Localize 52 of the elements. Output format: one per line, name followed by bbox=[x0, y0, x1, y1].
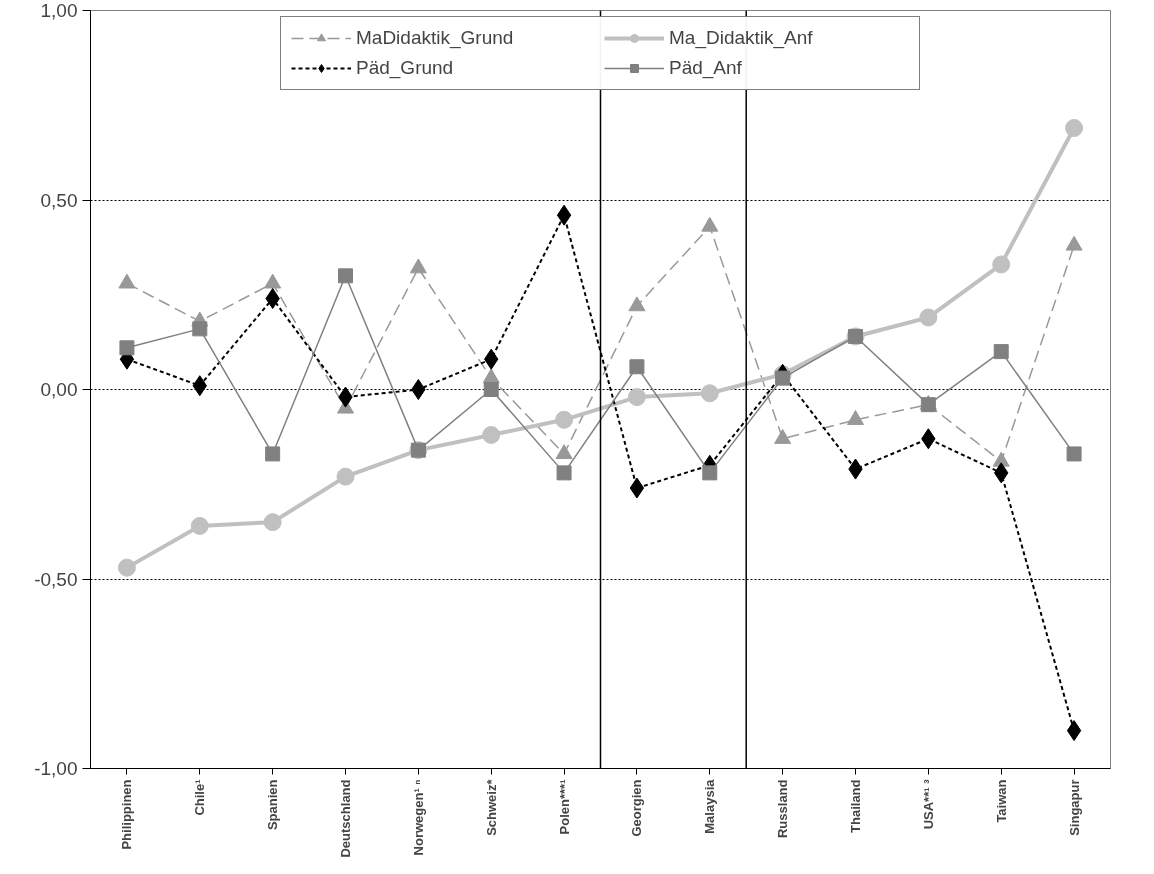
point bbox=[700, 384, 719, 403]
point bbox=[919, 308, 938, 327]
legend-label: MaDidaktik_Grund bbox=[356, 27, 515, 49]
y-tick-label: -0,50 bbox=[34, 568, 78, 590]
legend-label: Päd_Anf bbox=[669, 57, 743, 79]
point bbox=[629, 477, 645, 499]
y-tick-label: -1,00 bbox=[34, 758, 78, 779]
point bbox=[556, 204, 572, 226]
x-tick-label: Spanien bbox=[265, 779, 281, 831]
x-tick-label: Deutschland bbox=[338, 779, 353, 858]
x-tick-label: Chile¹ bbox=[192, 779, 208, 816]
point bbox=[190, 516, 209, 535]
y-tick-label: 0,50 bbox=[40, 189, 78, 211]
point bbox=[482, 426, 501, 444]
x-tick-label: Schweiz* bbox=[483, 778, 499, 836]
point bbox=[265, 446, 281, 462]
point bbox=[555, 444, 573, 460]
x-tick-label: Russland bbox=[775, 779, 791, 839]
point bbox=[483, 382, 499, 397]
point bbox=[338, 268, 353, 284]
legend-label: Ma_Didaktik_Anf bbox=[669, 27, 814, 49]
point bbox=[263, 513, 282, 532]
point bbox=[628, 296, 646, 312]
x-tick-label: USA**¹ ³ bbox=[920, 778, 936, 830]
x-tick-label: Taiwan bbox=[993, 779, 1009, 823]
x-tick-label: Malaysia bbox=[702, 778, 718, 834]
point bbox=[411, 379, 426, 400]
x-tick-label: Singapur bbox=[1066, 779, 1082, 836]
point bbox=[992, 255, 1011, 274]
point bbox=[555, 410, 574, 429]
x-tick-label: Polen***¹ bbox=[556, 779, 572, 835]
point bbox=[336, 467, 355, 486]
point bbox=[993, 344, 1009, 360]
point bbox=[627, 388, 646, 407]
point bbox=[192, 321, 208, 337]
x-tick-label: Norwegen¹ ⁿ bbox=[410, 779, 426, 856]
point bbox=[1066, 720, 1082, 742]
point bbox=[409, 258, 427, 274]
point bbox=[556, 465, 572, 481]
x-tick-label: Thailand bbox=[848, 779, 863, 833]
point bbox=[702, 465, 718, 481]
point bbox=[775, 370, 791, 386]
y-tick-label: 0,00 bbox=[40, 379, 78, 400]
y-tick-label: 1,00 bbox=[40, 0, 78, 21]
point bbox=[1065, 119, 1084, 137]
legend-label: Päd_Grund bbox=[356, 57, 455, 79]
point bbox=[1066, 446, 1082, 462]
point bbox=[629, 359, 645, 375]
x-tick-label: Georgien bbox=[629, 779, 645, 837]
point bbox=[119, 340, 135, 356]
point bbox=[117, 558, 136, 577]
x-tick-label: Philippinen bbox=[119, 779, 135, 850]
